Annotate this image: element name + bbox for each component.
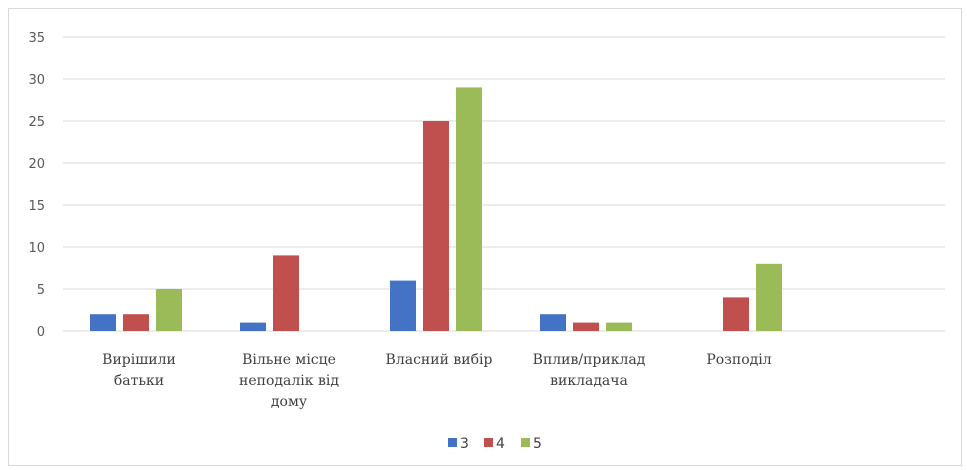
bar-series-5-cat-4 [756,263,782,331]
bar-series-4-cat-3 [573,322,599,331]
bars [90,87,782,332]
y-tick-label: 0 [37,325,45,340]
bar-series-3-cat-3 [540,314,566,331]
x-category-label-line: викладача [550,373,628,389]
x-category-label-line: Вплив/приклад [533,352,646,368]
bar-series-4-cat-4 [723,297,749,331]
legend-swatch-5 [521,438,530,447]
bar-series-3-cat-1 [240,322,266,331]
y-tick-label: 5 [37,283,45,298]
x-category-label: Вільне місце неподалік від дому [239,352,339,410]
x-category-label-line: Власний вибір [386,352,493,368]
x-category-label-line: неподалік від [239,373,339,389]
legend-swatch-3 [448,438,457,447]
legend: 3 4 5 [448,436,542,452]
y-axis-ticks: 0 5 10 15 20 25 30 35 [28,31,45,340]
legend-swatch-4 [484,438,493,447]
x-category-label: Вирішили батьки [102,352,176,389]
bar-series-4-cat-0 [123,314,149,331]
x-category-label-line: Вільне місце [242,352,336,368]
bar-series-4-cat-2 [423,121,449,331]
bar-series-5-cat-0 [156,289,182,331]
bar-series-3-cat-0 [90,314,116,331]
bar-series-3-cat-2 [390,280,416,331]
gridlines [63,36,945,332]
x-axis-labels: Вирішили батьки Вільне місце неподалік від д… [102,352,772,410]
y-tick-label: 20 [28,157,45,172]
x-category-label-line: Вирішили [102,352,176,368]
y-tick-label: 35 [28,31,45,46]
bar-series-4-cat-1 [273,255,299,331]
y-tick-label: 25 [28,115,45,130]
legend-label-5: 5 [533,436,542,452]
legend-label-3: 3 [460,436,469,452]
y-tick-label: 10 [28,241,45,256]
y-tick-label: 15 [28,199,45,214]
y-tick-label: 30 [28,73,45,88]
x-category-label-line: батьки [114,373,164,389]
legend-label-4: 4 [496,436,505,452]
bar-series-5-cat-2 [456,87,482,332]
chart-frame [8,8,962,466]
x-category-label: Вплив/приклад викладача [533,352,646,389]
bar-series-5-cat-3 [606,322,632,331]
x-category-label: Власний вибір [386,352,493,368]
x-category-label-line: Розподіл [706,352,771,368]
x-category-label: Розподіл [706,352,771,368]
x-category-label-line: дому [271,394,308,410]
